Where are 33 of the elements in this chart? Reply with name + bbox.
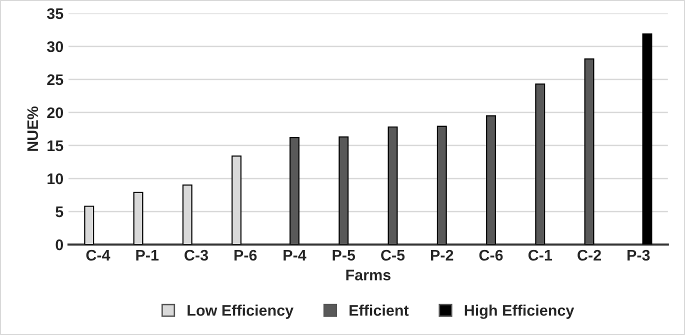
x-tick-label: C-5 — [381, 250, 405, 261]
y-tick-label: 20 — [47, 107, 64, 118]
x-tick-label: P-3 — [628, 250, 650, 261]
bar — [338, 136, 349, 245]
bar — [290, 137, 300, 245]
bar — [388, 126, 398, 245]
bar — [486, 115, 496, 245]
legend-label: High Efficiency — [464, 304, 574, 319]
x-tick-label: C-2 — [578, 250, 601, 261]
y-tick-label: 25 — [47, 74, 64, 86]
y-tick-label: 35 — [47, 8, 64, 20]
y-tick-label: 15 — [48, 140, 64, 152]
x-tick-label: C-4 — [86, 250, 110, 261]
bar — [642, 33, 652, 245]
y-tick-label: 0 — [56, 239, 64, 250]
bar — [436, 126, 447, 245]
x-axis-title: Farms — [346, 270, 390, 280]
x-tick-label: C-3 — [184, 250, 208, 261]
x-tick-label: C-1 — [528, 250, 552, 261]
bar — [584, 58, 594, 245]
x-tick-label: C-6 — [479, 250, 503, 261]
x-tick-label: P-2 — [431, 250, 454, 260]
x-tick-label: P-6 — [234, 250, 257, 261]
x-tick-label: P-4 — [284, 250, 306, 260]
y-axis-title: NUE% — [27, 106, 38, 151]
x-tick-label: P-5 — [332, 250, 356, 261]
y-tick-label: 30 — [47, 41, 64, 52]
bar — [535, 84, 546, 245]
legend-label: Low Efficiency — [188, 304, 294, 319]
y-tick-label: 5 — [56, 206, 64, 218]
legend-label: Efficient — [350, 304, 409, 316]
y-tick-label: 10 — [48, 173, 64, 184]
x-tick-label: P-1 — [136, 250, 159, 260]
